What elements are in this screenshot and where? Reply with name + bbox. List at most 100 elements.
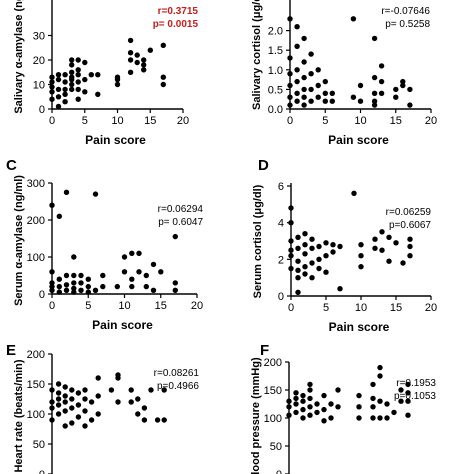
data-point — [100, 283, 106, 290]
data-point — [85, 283, 92, 290]
data-point — [69, 86, 75, 93]
data-point — [287, 94, 293, 100]
data-point — [309, 236, 315, 242]
y-tick-label: 100 — [27, 252, 45, 264]
data-point — [88, 399, 95, 405]
p-value: p= 0.5258 — [385, 19, 430, 30]
data-point — [293, 401, 299, 407]
data-point — [322, 98, 328, 104]
data-point — [302, 251, 308, 257]
y-axis-title: Salivary cortisol (μg/d — [251, 0, 263, 110]
data-point — [69, 62, 75, 68]
data-point — [62, 408, 68, 414]
data-point — [121, 269, 128, 275]
data-point — [315, 67, 321, 73]
data-point — [400, 78, 406, 85]
x-tick-label: 15 — [144, 115, 156, 127]
data-point — [300, 406, 306, 413]
data-point — [302, 271, 308, 277]
data-point — [314, 401, 320, 407]
data-point — [371, 98, 378, 104]
x-tick-label: 20 — [177, 115, 189, 127]
data-point — [371, 102, 378, 108]
data-point — [127, 50, 134, 56]
x-tick-label: 0 — [49, 115, 55, 127]
data-point — [358, 264, 364, 270]
data-point — [321, 406, 327, 413]
data-point — [121, 254, 128, 260]
data-point — [62, 79, 68, 85]
data-point — [391, 409, 397, 416]
data-point — [301, 94, 307, 100]
data-point — [49, 287, 55, 293]
data-point — [147, 47, 153, 53]
data-point — [323, 269, 329, 275]
data-point — [49, 96, 55, 102]
data-point — [56, 213, 62, 219]
correlation-r: r=-0.07646 — [381, 6, 430, 17]
data-point — [134, 52, 140, 58]
data-point — [370, 415, 376, 421]
y-tick-label: 100 — [264, 413, 282, 425]
y-tick-label: 50 — [270, 441, 282, 453]
data-point — [55, 72, 62, 78]
data-point — [62, 91, 68, 98]
data-point — [127, 69, 134, 76]
data-point — [78, 272, 84, 279]
data-point — [293, 395, 299, 402]
y-tick-label: 30 — [33, 31, 45, 43]
data-point — [371, 74, 378, 81]
data-point — [134, 59, 140, 66]
data-point — [300, 398, 306, 404]
data-point — [288, 265, 294, 272]
data-point — [95, 375, 101, 381]
data-point — [49, 202, 55, 208]
panel-c: 0 100 200 300 0 5 10 15 20 Pain score Serum α-amyl… — [6, 157, 203, 332]
data-point — [160, 74, 166, 80]
correlation-r: r=0.1953 — [396, 378, 436, 389]
x-tick-label: 10 — [355, 302, 367, 314]
data-point — [141, 57, 147, 63]
data-point — [294, 67, 300, 73]
data-point — [398, 398, 404, 404]
data-point — [161, 417, 167, 423]
data-point — [294, 98, 300, 104]
x-tick-label: 5 — [85, 300, 91, 312]
x-tick-label: 0 — [287, 115, 293, 127]
data-point — [322, 90, 328, 97]
data-point — [309, 245, 315, 251]
data-point — [92, 191, 99, 197]
data-point — [172, 287, 178, 293]
data-point — [372, 236, 378, 242]
data-point — [71, 280, 77, 286]
data-point — [328, 401, 334, 407]
data-point — [295, 267, 301, 273]
data-point — [69, 405, 75, 411]
data-point — [315, 82, 321, 89]
data-point — [307, 381, 313, 388]
y-tick-label: 10 — [33, 80, 45, 92]
data-point — [75, 96, 81, 102]
data-point — [323, 240, 329, 246]
data-point — [55, 103, 62, 110]
panel-label: F — [260, 342, 269, 359]
data-point — [55, 381, 62, 387]
data-point — [294, 24, 300, 30]
data-point — [329, 98, 335, 104]
data-point — [55, 402, 62, 408]
y-tick-label: 1.5 — [268, 45, 283, 57]
data-point — [154, 417, 161, 423]
data-point — [293, 409, 299, 416]
data-point — [307, 404, 313, 410]
data-point — [75, 402, 82, 408]
data-point — [115, 372, 121, 378]
y-tick-label: 6 — [278, 181, 284, 193]
data-point — [287, 71, 293, 77]
data-point — [405, 412, 411, 418]
data-point — [85, 276, 92, 282]
data-point — [300, 392, 306, 399]
p-value: p=0.1053 — [394, 391, 436, 402]
data-point — [350, 94, 357, 100]
p-value: p= 0.0015 — [153, 19, 199, 30]
